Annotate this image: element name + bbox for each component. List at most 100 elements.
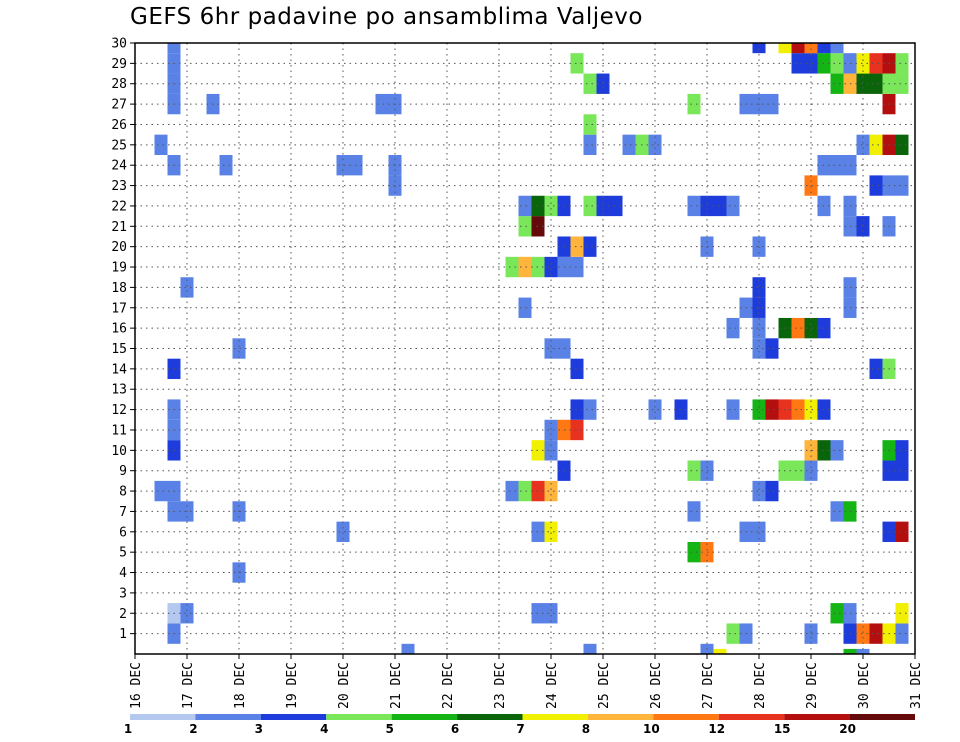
heatmap-cell <box>804 460 818 481</box>
heatmap-cell <box>518 216 532 237</box>
x-tick-label: 28 DEC <box>753 662 768 709</box>
x-tick-label: 22 DEC <box>441 662 456 709</box>
heatmap-cell <box>583 73 597 94</box>
heatmap-cell <box>154 480 168 502</box>
y-tick-label: 25 <box>111 138 127 153</box>
heatmap-cell <box>518 297 532 318</box>
heatmap-cell <box>544 256 558 278</box>
heatmap-cell <box>804 53 818 74</box>
heatmap-cell <box>648 134 662 156</box>
x-tick-label: 26 DEC <box>649 662 664 709</box>
x-tick-label: 30 DEC <box>857 662 872 709</box>
y-tick-label: 30 <box>111 37 127 52</box>
legend-swatch <box>260 714 327 720</box>
heatmap-cell <box>726 195 740 217</box>
legend-label: 20 <box>839 722 856 736</box>
legend-label: 7 <box>516 722 524 736</box>
y-tick-label: 18 <box>111 281 127 296</box>
heatmap-cell <box>830 53 844 74</box>
heatmap-cell <box>687 195 701 217</box>
heatmap-cell <box>752 338 766 359</box>
legend-label: 10 <box>643 722 660 736</box>
legend-label: 6 <box>451 722 459 736</box>
x-axis: 16 DEC 17 DEC 18 DEC 19 DEC 20 DEC 21 DEC 22 D… <box>129 654 924 709</box>
x-tick-label: 20 DEC <box>337 662 352 709</box>
color-legend: 1 2 3 4 5 6 7 8 10 12 15 20 <box>124 714 915 736</box>
heatmap-cell <box>830 501 844 522</box>
y-tick-label: 7 <box>119 505 127 520</box>
heatmap-cell <box>856 134 870 156</box>
y-tick-label: 26 <box>111 118 127 133</box>
y-tick-label: 19 <box>111 261 127 276</box>
x-tick-label: 16 DEC <box>129 662 144 709</box>
y-axis: 1234567891011121314151617181920212223242… <box>111 37 135 642</box>
heatmap-cell <box>804 399 818 420</box>
heatmap-cell <box>791 460 805 481</box>
heatmap-cell <box>765 480 779 502</box>
heatmap-cell <box>765 338 779 359</box>
heatmap-cell <box>232 562 246 583</box>
legend-swatch <box>849 714 915 720</box>
heatmap-cell <box>232 338 246 359</box>
heatmap-cell <box>895 73 909 94</box>
x-tick-label: 31 DEC <box>909 662 924 709</box>
heatmap-cell <box>648 399 662 420</box>
legend-swatch <box>653 714 719 720</box>
y-tick-label: 12 <box>111 403 127 418</box>
heatmap-cell <box>583 643 597 654</box>
heatmap-cell <box>544 419 558 441</box>
x-tick-label: 23 DEC <box>493 662 508 709</box>
heatmap-cell <box>765 399 779 420</box>
heatmap-cell <box>752 399 766 420</box>
heatmap-cell <box>752 317 766 339</box>
x-tick-label: 24 DEC <box>545 662 560 709</box>
x-tick-label: 25 DEC <box>597 662 612 709</box>
x-tick-label: 29 DEC <box>805 662 820 709</box>
heatmap-cell <box>804 317 818 339</box>
heatmap-cell <box>856 216 870 237</box>
legend-label: 3 <box>255 722 263 736</box>
heatmap-cell <box>583 134 597 156</box>
heatmap-cell <box>570 256 584 278</box>
heatmap-cell <box>583 236 597 257</box>
heatmap-cell <box>830 155 844 176</box>
heatmap-cell <box>544 603 558 624</box>
y-tick-label: 15 <box>111 342 127 357</box>
heatmap-cell <box>687 501 701 522</box>
heatmap-cell <box>752 521 766 542</box>
y-tick-label: 6 <box>119 525 127 540</box>
y-tick-label: 13 <box>111 383 127 398</box>
heatmap-cell <box>804 43 818 54</box>
heatmap-cell <box>830 440 844 461</box>
heatmap-cell <box>570 236 584 257</box>
chart-title: GEFS 6hr padavine po ansamblima Valjevo <box>130 4 643 30</box>
y-tick-label: 16 <box>111 322 127 337</box>
y-tick-label: 2 <box>119 607 127 622</box>
y-tick-label: 1 <box>119 627 127 642</box>
legend-label: 5 <box>385 722 393 736</box>
legend-label: 8 <box>582 722 590 736</box>
y-tick-label: 20 <box>111 240 127 255</box>
heatmap-cell <box>778 43 792 54</box>
y-tick-label: 11 <box>111 423 127 438</box>
y-tick-label: 22 <box>111 199 127 214</box>
legend-swatch <box>130 714 196 720</box>
heatmap-cell <box>752 277 766 298</box>
legend-label: 1 <box>124 722 132 736</box>
legend-label: 15 <box>774 722 791 736</box>
heatmap-cell <box>687 541 701 563</box>
heatmap-cell <box>791 317 805 339</box>
heatmap-cell <box>713 195 727 217</box>
heatmap-cell <box>518 256 532 278</box>
heatmap-cell <box>895 521 909 542</box>
legend-swatch <box>718 714 785 720</box>
heatmap-cell <box>895 603 909 624</box>
heatmap-cell <box>856 623 870 644</box>
heatmap-cell <box>791 43 805 54</box>
heatmap-cell <box>180 277 194 298</box>
heatmap-cell <box>570 419 584 441</box>
heatmap-cell <box>726 623 740 644</box>
heatmap-cell <box>895 623 909 644</box>
heatmap-cell <box>570 399 584 420</box>
y-tick-label: 28 <box>111 77 127 92</box>
